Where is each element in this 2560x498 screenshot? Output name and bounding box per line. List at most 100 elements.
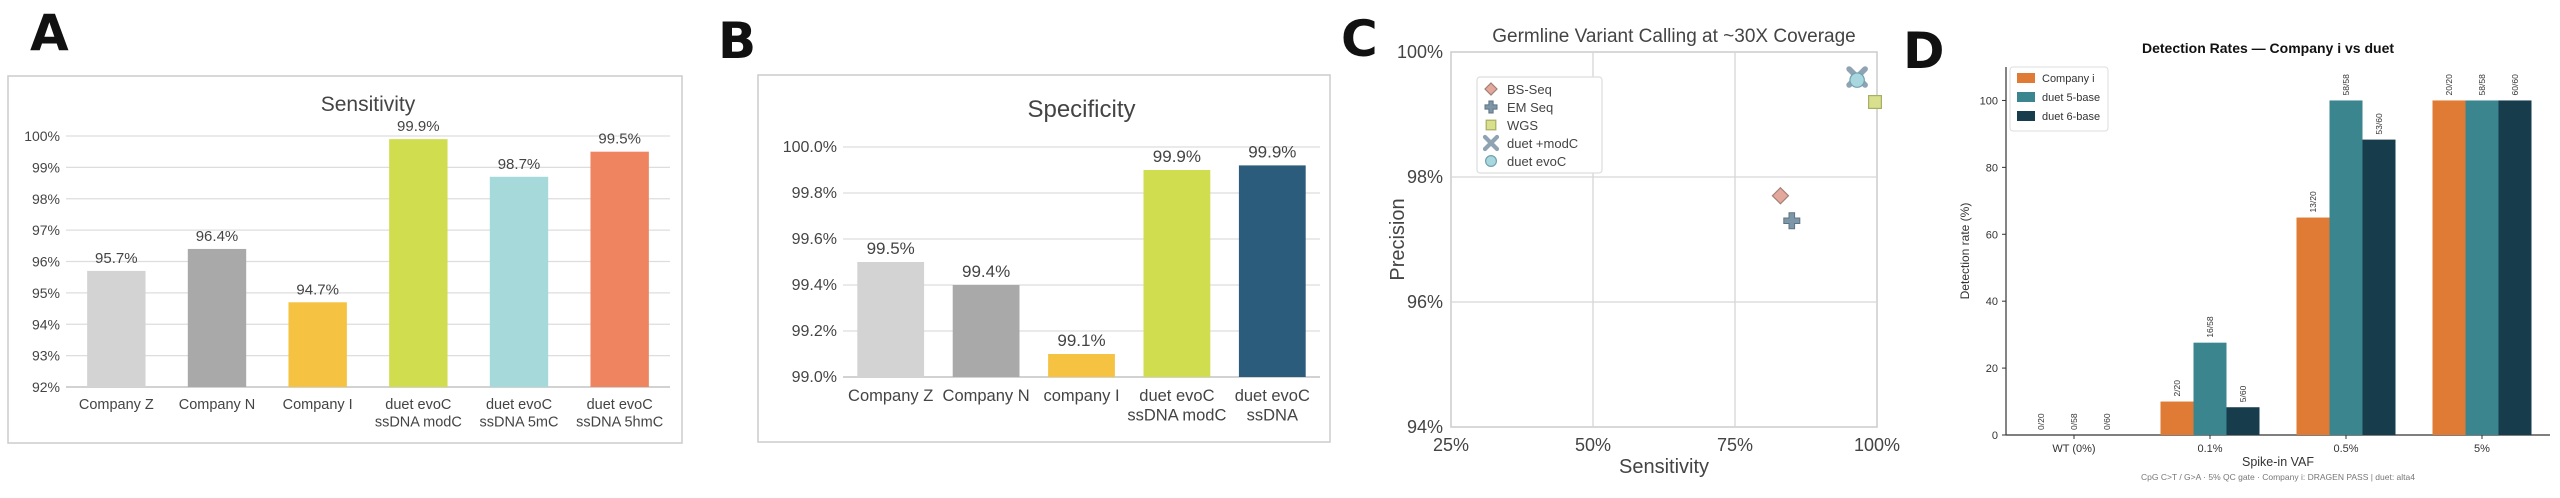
- panel-b-frame: [757, 74, 1331, 443]
- panel-label-d: D: [1903, 22, 1945, 80]
- y-axis-label: Detection rate (%): [1958, 203, 1972, 300]
- bar-data-label: 99.9%: [1153, 147, 1201, 166]
- x-category-label: duet evoC ssDNA modC: [1127, 387, 1226, 425]
- bar: [2226, 407, 2260, 435]
- bar-count-label: 58/58: [2477, 74, 2487, 96]
- y-tick-label: 100.0%: [783, 139, 837, 156]
- y-tick-label: 0: [1992, 430, 1998, 442]
- bar-count-label: 0/58: [2069, 413, 2079, 430]
- bar-count-label: 58/58: [2341, 74, 2351, 96]
- sensitivity-chart: Sensitivity 92% 93% 94% 95% 96% 97% 98% 99% 100% 9…: [24, 93, 670, 431]
- marker-diamond: [1484, 82, 1498, 96]
- marker-x: [1482, 134, 1500, 152]
- bar: [952, 285, 1020, 377]
- bar-data-label: 99.1%: [1057, 331, 1105, 350]
- y-tick-label: 80: [1986, 162, 1998, 174]
- x-category-label: 5%: [2474, 443, 2490, 455]
- legend-entry-label: BS-Seq: [1507, 82, 1552, 97]
- y-tick-label: 60: [1986, 229, 1998, 241]
- bar-count-label: 2/20: [2172, 380, 2182, 397]
- bar: [2465, 100, 2499, 436]
- y-tick-label: 98%: [32, 191, 60, 207]
- detection-rates-chart: Detection Rates — Company i vs duet 0 20 40…: [1958, 40, 2550, 482]
- bar-count-label: 0/60: [2102, 413, 2112, 430]
- y-tick-label: 100%: [1397, 42, 1443, 62]
- x-tick-label: 50%: [1575, 435, 1611, 455]
- bar: [389, 139, 448, 387]
- specificity-chart: Specificity 99.0% 99.2% 99.4% 99.6% 99.8% 100.…: [783, 96, 1320, 425]
- bar-count-label: 20/20: [2444, 74, 2454, 96]
- bar-count-label: 53/60: [2374, 113, 2384, 135]
- legend-entry-label: duet +modC: [1507, 136, 1578, 151]
- x-category-label: Company I: [283, 397, 353, 413]
- x-axis-label: Sensitivity: [1619, 456, 1709, 478]
- x-category-label: 0.1%: [2197, 443, 2222, 455]
- chart-title: Germline Variant Calling at ~30X Coverag…: [1492, 26, 1855, 47]
- bar: [2160, 401, 2194, 435]
- marker-square: [1867, 94, 1882, 109]
- y-tick-label: 100%: [24, 128, 60, 144]
- y-tick-label: 100: [1980, 95, 1998, 107]
- legend-entry-label: Company i: [2042, 73, 2095, 85]
- bar: [1143, 170, 1211, 377]
- x-tick-label: 100%: [1854, 435, 1900, 455]
- bar-count-label: 5/60: [2238, 385, 2248, 402]
- y-tick-label: 99.2%: [792, 323, 837, 340]
- x-category-label: 0.5%: [2333, 443, 2358, 455]
- x-category-label: duet evoC ssDNA 5hmC: [576, 397, 663, 431]
- bar: [1048, 354, 1115, 377]
- y-tick-label: 96%: [32, 254, 60, 270]
- marker-plus: [1484, 100, 1498, 114]
- x-category-label: company I: [1043, 387, 1119, 405]
- legend-box: [1476, 76, 1603, 174]
- bar-data-label: 96.4%: [196, 228, 239, 245]
- y-tick-label: 99.6%: [792, 231, 837, 248]
- y-tick-label: 99.8%: [792, 185, 837, 202]
- y-tick-label: 20: [1986, 363, 1998, 375]
- legend-entry-label: EM Seq: [1507, 100, 1553, 115]
- bar: [288, 302, 347, 387]
- y-tick-label: 94%: [1407, 417, 1443, 437]
- bar-data-label: 99.9%: [397, 118, 440, 135]
- y-tick-label: 96%: [1407, 292, 1443, 312]
- x-category-label: duet evoC ssDNA modC: [375, 397, 462, 431]
- marker-plus: [1783, 212, 1801, 230]
- x-category-label: duet evoC ssDNA 5mC: [480, 397, 559, 431]
- x-category-label: Company Z: [79, 397, 154, 413]
- germline-scatter-chart: 25% 50% 75% 100% 94% 96% 98% 100% Germline Varia…: [1387, 26, 1900, 478]
- bar: [2193, 342, 2227, 435]
- panel-label-c: C: [1341, 10, 1378, 68]
- bar: [590, 151, 649, 387]
- bar: [187, 248, 247, 387]
- y-tick-label: 92%: [32, 379, 60, 395]
- y-axis-label: Precision: [1387, 198, 1409, 280]
- bar: [2432, 100, 2466, 436]
- x-category-label: Company N: [179, 397, 256, 413]
- y-tick-label: 40: [1986, 296, 1998, 308]
- y-tick-label: 99.4%: [792, 277, 837, 294]
- legend-entry-label: duet 6-base: [2042, 111, 2100, 123]
- x-tick-label: 75%: [1717, 435, 1753, 455]
- bar: [857, 262, 925, 377]
- panel-label-a: A: [30, 4, 69, 62]
- x-tick-label: 25%: [1433, 435, 1469, 455]
- legend-swatch: [2017, 111, 2035, 121]
- bar-count-label: 60/60: [2510, 74, 2520, 96]
- bar-data-label: 98.7%: [498, 156, 541, 173]
- legend-swatch: [2017, 73, 2035, 83]
- chart-title: Specificity: [1027, 96, 1135, 123]
- marker-diamond: [1771, 186, 1790, 205]
- footnote: CpG C>T / G>A · 5% QC gate · Company i: …: [2141, 472, 2415, 482]
- legend-swatch: [2017, 92, 2035, 102]
- y-tick-label: 93%: [32, 348, 60, 364]
- panel-label-b: B: [718, 12, 756, 70]
- bar: [2329, 100, 2363, 436]
- y-tick-label: 99.0%: [792, 369, 837, 386]
- bar-data-label: 99.4%: [962, 262, 1010, 281]
- y-tick-label: 95%: [32, 285, 60, 301]
- bar: [2362, 139, 2396, 435]
- y-tick-label: 94%: [32, 316, 60, 332]
- marker-circle: [1849, 72, 1865, 88]
- bar-data-label: 95.7%: [95, 250, 138, 267]
- bar: [87, 270, 146, 387]
